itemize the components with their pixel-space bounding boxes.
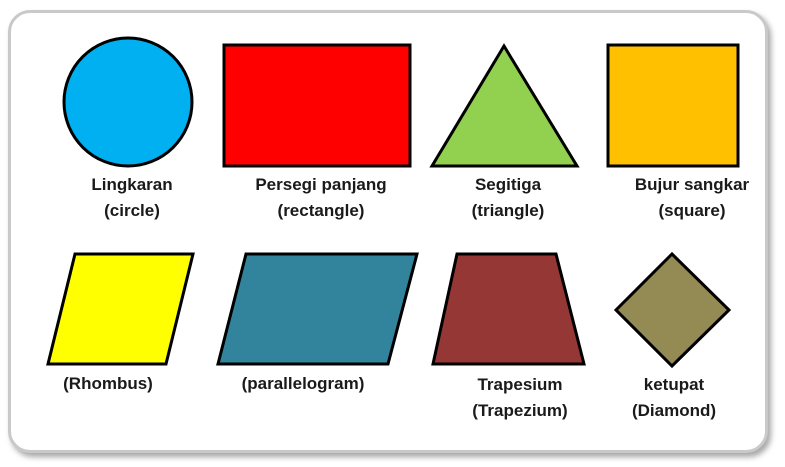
diamond-shape bbox=[613, 251, 732, 369]
circle-shape bbox=[62, 36, 194, 168]
triangle-label-line1: Segitiga bbox=[474, 175, 542, 194]
trapezium-shape bbox=[431, 252, 586, 366]
rectangle-label-line2: (rectangle) bbox=[277, 201, 365, 220]
rhombus-label: (Rhombus) bbox=[38, 371, 178, 397]
rhombus-label-line1: (Rhombus) bbox=[63, 374, 153, 393]
circle-label-line2: (circle) bbox=[104, 201, 160, 220]
diamond-label: ketupat (Diamond) bbox=[604, 372, 744, 424]
square-label-line1: Bujur sangkar bbox=[634, 175, 750, 194]
trapezium-label: Trapesium (Trapezium) bbox=[450, 372, 590, 424]
parallelogram-label: (parallelogram) bbox=[223, 371, 383, 397]
triangle-shape bbox=[429, 43, 580, 168]
diamond-label-line2: (Diamond) bbox=[631, 401, 717, 420]
square-shape bbox=[606, 43, 740, 168]
parallelogram-label-line1: (parallelogram) bbox=[241, 374, 365, 393]
square-label-line2: (square) bbox=[658, 201, 726, 220]
triangle-label-line2: (triangle) bbox=[471, 201, 545, 220]
rhombus-shape bbox=[46, 252, 195, 366]
circle-label: Lingkaran (circle) bbox=[58, 172, 206, 224]
triangle-label: Segitiga (triangle) bbox=[438, 172, 578, 224]
trapezium-label-line1: Trapesium bbox=[477, 375, 563, 394]
square-label: Bujur sangkar (square) bbox=[622, 172, 762, 224]
rectangle-label-line1: Persegi panjang bbox=[255, 175, 387, 194]
rectangle-label: Persegi panjang (rectangle) bbox=[236, 172, 406, 224]
trapezium-label-line2: (Trapezium) bbox=[472, 401, 568, 420]
diamond-label-line1: ketupat bbox=[643, 375, 705, 394]
rectangle-shape bbox=[222, 43, 412, 168]
parallelogram-shape bbox=[216, 252, 419, 366]
circle-label-line1: Lingkaran bbox=[91, 175, 173, 194]
